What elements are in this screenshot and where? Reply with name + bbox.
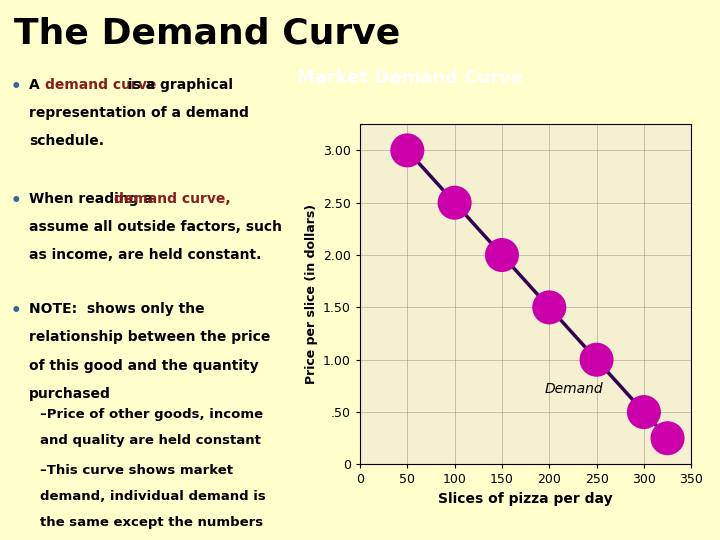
Text: purchased: purchased	[29, 387, 111, 401]
Text: schedule.: schedule.	[29, 134, 104, 149]
Text: –Price of other goods, income: –Price of other goods, income	[40, 408, 263, 421]
Text: –This curve shows market: –This curve shows market	[40, 464, 233, 477]
Text: •: •	[11, 78, 22, 96]
Point	[544, 303, 555, 312]
Text: demand curve,: demand curve,	[114, 192, 230, 206]
Point	[591, 355, 603, 364]
Text: A: A	[29, 78, 45, 92]
Point	[402, 146, 413, 154]
Text: •: •	[11, 192, 22, 210]
Point	[638, 408, 649, 416]
Text: as income, are held constant.: as income, are held constant.	[29, 248, 261, 262]
Text: relationship between the price: relationship between the price	[29, 330, 270, 345]
Text: NOTE:  shows only the: NOTE: shows only the	[29, 302, 204, 316]
Text: Market Demand Curve: Market Demand Curve	[297, 69, 523, 87]
Text: and quality are held constant: and quality are held constant	[40, 434, 261, 447]
Point	[449, 198, 460, 207]
Text: Demand: Demand	[544, 382, 603, 396]
Text: the same except the numbers: the same except the numbers	[40, 516, 263, 529]
Text: When reading a: When reading a	[29, 192, 158, 206]
Text: of this good and the quantity: of this good and the quantity	[29, 359, 258, 373]
Text: assume all outside factors, such: assume all outside factors, such	[29, 220, 282, 234]
Text: representation of a demand: representation of a demand	[29, 106, 248, 120]
Y-axis label: Price per slice (in dollars): Price per slice (in dollars)	[305, 204, 318, 384]
Text: •: •	[11, 302, 22, 320]
Text: is a graphical: is a graphical	[123, 78, 233, 92]
Text: demand curve: demand curve	[45, 78, 157, 92]
Text: demand, individual demand is: demand, individual demand is	[40, 490, 266, 503]
Text: The Demand Curve: The Demand Curve	[14, 16, 400, 50]
X-axis label: Slices of pizza per day: Slices of pizza per day	[438, 492, 613, 506]
Point	[496, 251, 508, 259]
Point	[662, 434, 673, 443]
